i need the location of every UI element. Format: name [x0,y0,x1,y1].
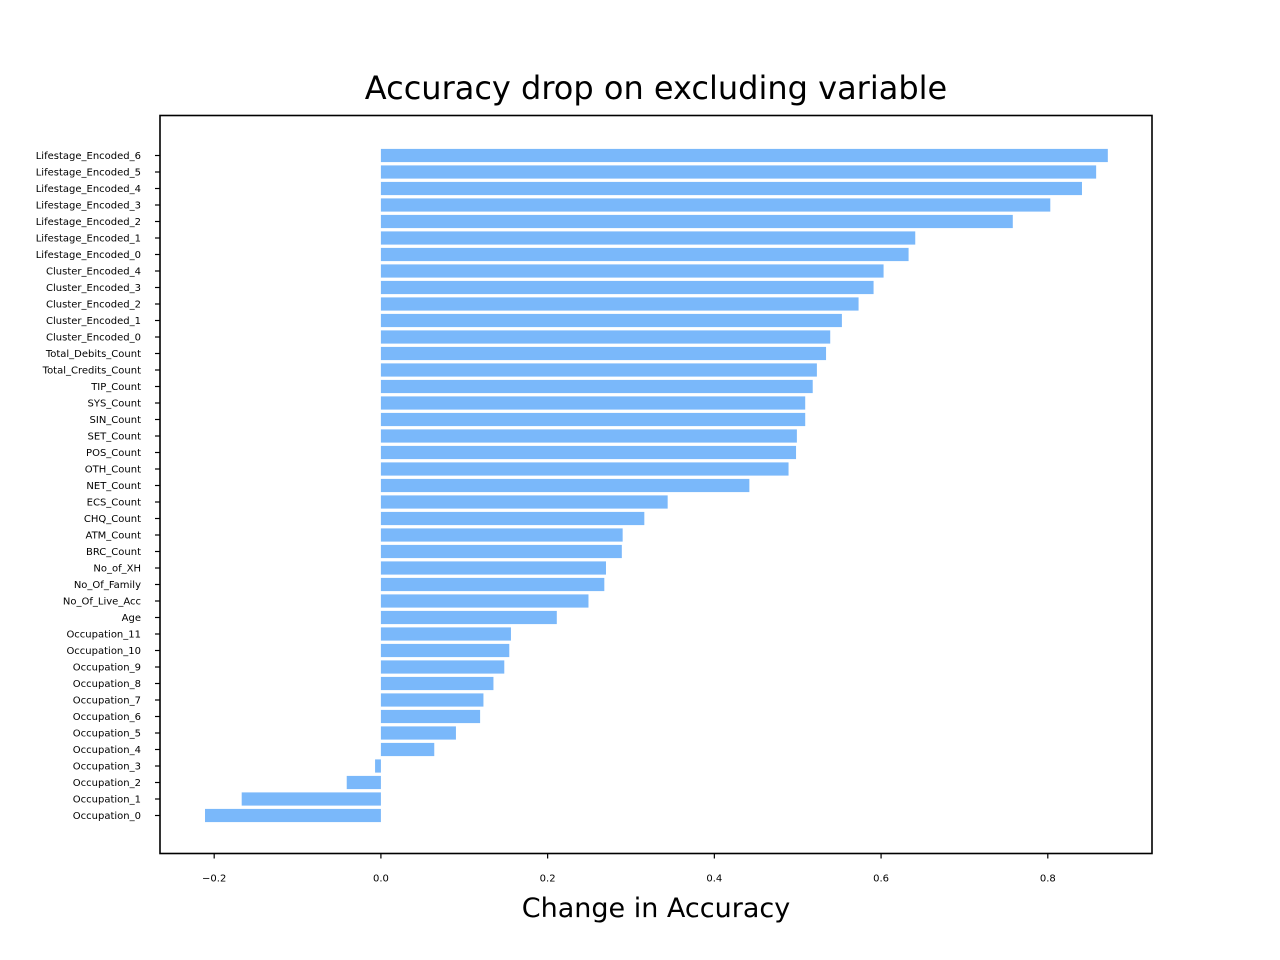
bar-oth-count [380,462,789,476]
bar-brc-count [380,544,622,559]
x-tick-label: 0.6 [873,874,889,885]
y-tick-label: Cluster_Encoded_1 [46,316,141,327]
x-tick-label: 0.4 [706,874,722,885]
y-tick-label: No_Of_Live_Acc [63,597,141,608]
bar-lifestage-encoded-0 [380,247,909,262]
y-tick-label: Occupation_5 [73,729,141,740]
x-axis-ticks: −0.2 0.0 0.2 0.4 0.6 0.8 [202,853,1056,885]
y-tick-label: POS_Count [86,448,141,459]
bar-occupation-7 [380,693,484,707]
bar-occupation-8 [380,676,494,691]
y-tick-label: Age [122,613,141,624]
y-tick-label: Lifestage_Encoded_2 [36,217,141,228]
x-tick-label: 0.2 [540,874,556,885]
x-tick-label: 0.0 [373,874,389,885]
bar-lifestage-encoded-5 [380,165,1097,179]
y-tick-label: Occupation_2 [73,778,141,789]
bar-lifestage-encoded-1 [380,231,916,245]
x-tick-label: 0.8 [1040,874,1056,885]
bar-occupation-0 [205,808,381,823]
bar-occupation-6 [380,709,481,724]
bar-occupation-10 [380,643,510,658]
x-axis-label: Change in Accuracy [522,893,790,924]
y-tick-label: Lifestage_Encoded_3 [36,201,141,212]
y-tick-label: Lifestage_Encoded_5 [36,168,141,179]
chart-title: Accuracy drop on excluding variable [365,69,947,107]
bar-net-count [380,478,750,493]
y-tick-label: SIN_Count [90,415,142,426]
bar-cluster-encoded-2 [380,297,859,311]
bar-sys-count [380,396,806,410]
y-tick-label: Occupation_7 [73,696,141,707]
bar-no-of-live-acc [380,594,589,608]
y-tick-label: Total_Credits_Count [42,366,141,377]
bar-total-credits-count [380,363,817,377]
y-tick-label: Cluster_Encoded_3 [46,283,141,294]
bar-total-debits-count [380,346,827,361]
y-tick-label: No_of_XH [93,564,141,575]
bar-occupation-11 [380,627,511,641]
y-tick-label: Lifestage_Encoded_0 [36,250,141,261]
bar-no-of-xh [380,561,606,575]
bar-occupation-4 [380,742,435,757]
plot-frame [159,114,1153,855]
bar-cluster-encoded-1 [380,313,842,328]
bar-no-of-family [380,577,605,592]
y-tick-label: Occupation_10 [66,646,141,657]
y-tick-label: Occupation_6 [73,712,141,723]
y-tick-label: ECS_Count [87,498,141,509]
bar-pos-count [380,445,797,460]
y-axis-ticks: Lifestage_Encoded_6 Lifestage_Encoded_5 Li… [36,151,160,822]
y-tick-label: SYS_Count [87,399,141,410]
y-tick-label: Cluster_Encoded_2 [46,300,141,311]
bar-age [380,610,557,625]
y-tick-label: Cluster_Encoded_4 [46,267,141,278]
y-tick-label: OTH_Count [85,465,141,476]
y-tick-label: ATM_Count [86,531,142,542]
y-tick-label: Lifestage_Encoded_1 [36,234,141,245]
y-tick-label: No_Of_Family [74,580,141,591]
bar-cluster-encoded-0 [380,330,831,344]
y-tick-label: Total_Debits_Count [45,349,141,360]
y-tick-label: SET_Count [88,432,142,443]
y-tick-label: Occupation_8 [73,679,141,690]
bar-occupation-1 [241,792,381,806]
y-tick-label: Occupation_9 [73,663,141,674]
bar-set-count [380,429,797,443]
bar-atm-count [380,528,623,542]
bar-occupation-2 [346,775,381,790]
bar-lifestage-encoded-6 [380,148,1108,163]
bar-lifestage-encoded-2 [380,214,1013,229]
y-tick-label: Occupation_1 [73,795,141,806]
bar-chq-count [380,511,645,526]
y-tick-label: Occupation_11 [66,630,141,641]
bars [205,148,1108,823]
y-tick-label: TIP_Count [90,382,141,393]
y-tick-label: Occupation_3 [73,762,141,773]
y-tick-label: Cluster_Encoded_0 [46,333,141,344]
bar-occupation-3 [375,759,381,773]
y-tick-label: Lifestage_Encoded_6 [36,151,141,162]
bar-tip-count [380,379,813,394]
bar-lifestage-encoded-4 [380,181,1082,196]
bar-ecs-count [380,495,668,509]
y-tick-label: Occupation_4 [73,745,141,756]
bar-cluster-encoded-3 [380,280,874,295]
bar-sin-count [380,412,806,427]
y-tick-label: CHQ_Count [84,514,141,525]
bar-occupation-5 [380,726,456,740]
x-tick-label: −0.2 [202,874,226,885]
bar-occupation-9 [380,660,505,674]
y-tick-label: Lifestage_Encoded_4 [36,184,141,195]
y-tick-label: NET_Count [86,481,141,492]
y-tick-label: BRC_Count [86,547,141,558]
bar-lifestage-encoded-3 [380,198,1051,212]
y-tick-label: Occupation_0 [73,811,141,822]
bar-cluster-encoded-4 [380,264,884,278]
